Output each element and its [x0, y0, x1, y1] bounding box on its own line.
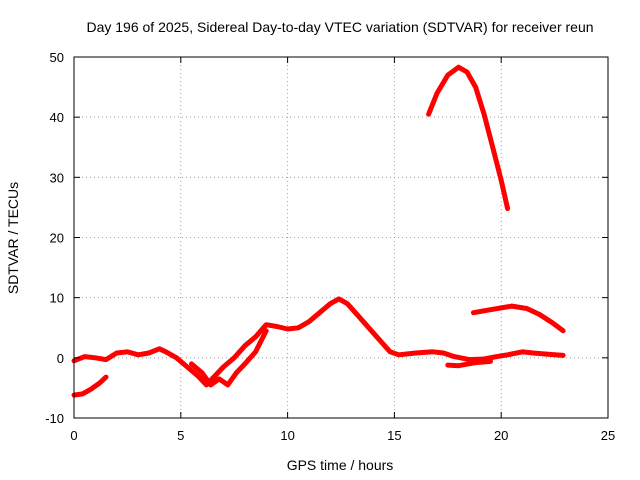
x-axis-label: GPS time / hours	[287, 457, 394, 473]
series-track-low-start	[71, 374, 109, 398]
y-tick-label: 10	[50, 291, 64, 306]
series-layer	[71, 64, 566, 398]
x-tick-label: 15	[387, 428, 401, 443]
series-track-dip-recover	[189, 328, 269, 388]
y-tick-label: 40	[50, 110, 64, 125]
x-tick-label: 25	[601, 428, 615, 443]
x-tick-label: 0	[70, 428, 77, 443]
x-tick-label: 10	[280, 428, 294, 443]
series-track-mid-arc	[470, 303, 566, 334]
y-tick-label: 50	[50, 50, 64, 65]
tick-layer: 0 5 10 15 20 25 -10 0 10 20 30 40 50	[45, 50, 615, 443]
grid-layer	[74, 57, 608, 418]
series-track-late-low	[445, 358, 493, 369]
series-track-main	[71, 296, 566, 388]
x-tick-label: 20	[494, 428, 508, 443]
y-tick-label: 0	[57, 351, 64, 366]
chart-title: Day 196 of 2025, Sidereal Day-to-day VTE…	[86, 19, 593, 35]
series-track-high-arc	[426, 64, 511, 212]
y-axis-label: SDTVAR / TECUs	[5, 182, 21, 294]
y-tick-label: 30	[50, 170, 64, 185]
x-tick-label: 5	[177, 428, 184, 443]
y-tick-label: -10	[45, 411, 64, 426]
y-tick-label: 20	[50, 231, 64, 246]
